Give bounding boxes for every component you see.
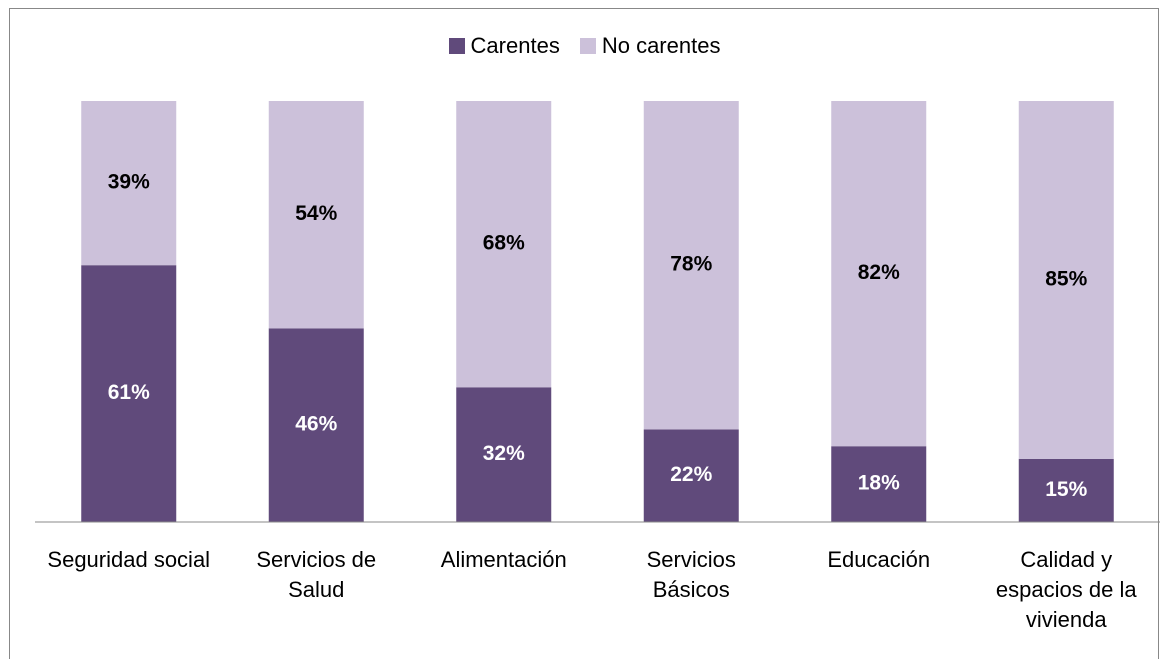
value-label: 61% (108, 381, 150, 404)
bar-segment (81, 101, 177, 266)
x-tick-label: Servicios Básicos (646, 547, 736, 602)
bar-segment (456, 101, 552, 388)
bar-segment (831, 101, 927, 447)
legend-item: No carentes (579, 33, 721, 59)
value-label: 22% (670, 463, 712, 486)
bar-segment (643, 101, 739, 430)
value-label: 78% (670, 253, 712, 276)
value-label: 82% (858, 261, 900, 284)
bar-segment (456, 387, 552, 522)
x-tick-label: Servicios de Salud (256, 547, 377, 602)
x-tick-label: Educación (827, 547, 931, 572)
value-label: 68% (483, 232, 525, 255)
legend-swatch (579, 38, 596, 54)
bar-segment (831, 446, 927, 522)
x-tick-label: Alimentación (440, 547, 567, 572)
legend-label: Carentes (470, 33, 560, 58)
value-label: 15% (1045, 478, 1087, 501)
value-label: 54% (295, 202, 337, 225)
legend: Carentes No carentes (0, 33, 1169, 59)
value-label: 32% (483, 442, 525, 465)
value-label: 18% (858, 472, 900, 495)
legend-item: Carentes (448, 33, 560, 59)
bar-segment (1018, 101, 1114, 459)
value-label: 85% (1045, 267, 1087, 290)
value-label: 39% (108, 171, 150, 194)
x-tick-label: Seguridad social (47, 547, 211, 572)
bar-segment (268, 101, 364, 329)
legend-label: No carentes (601, 33, 721, 58)
legend-swatch (448, 38, 465, 54)
bar-segment (268, 328, 364, 522)
value-label: 46% (295, 413, 337, 436)
chart-frame (9, 8, 1159, 659)
x-tick-label: Calidad y espacios de la vivienda (995, 547, 1137, 632)
bar-segment (81, 265, 177, 522)
bar-segment (1018, 458, 1114, 522)
bar-segment (643, 429, 739, 522)
